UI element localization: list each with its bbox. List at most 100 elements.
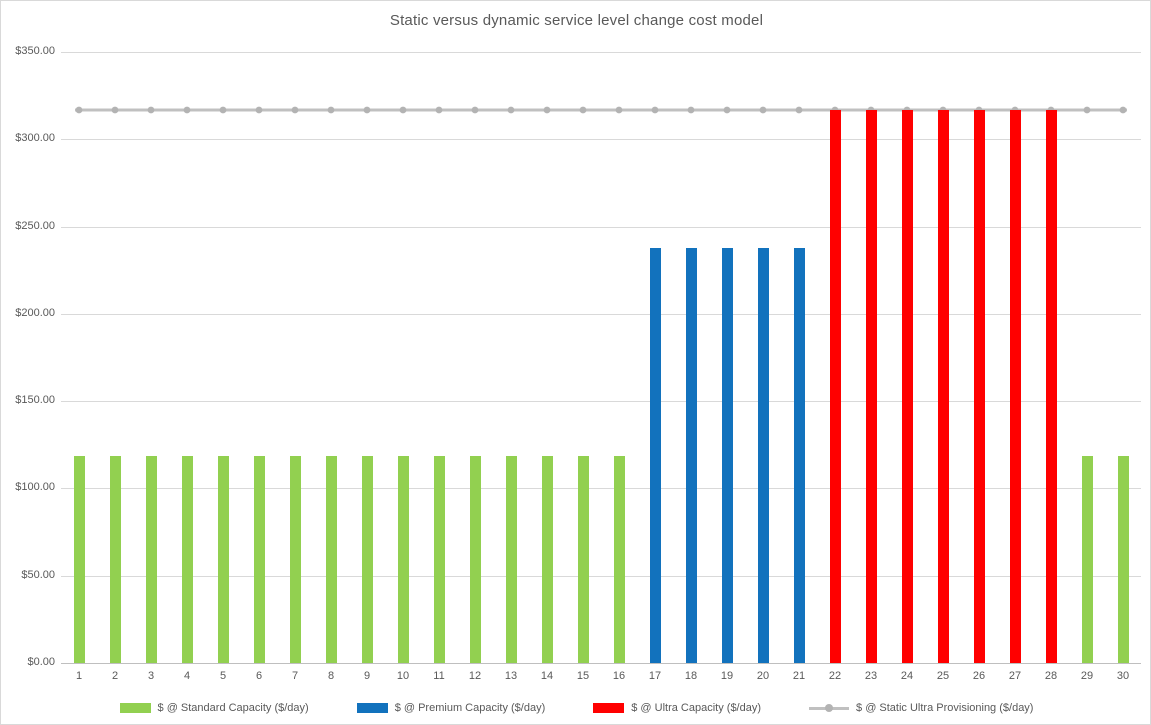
x-tick-label: 3 xyxy=(147,670,155,682)
legend-item-static-ultra-provisioning: $ @ Static Ultra Provisioning ($/day) xyxy=(809,702,1033,714)
y-gridline xyxy=(61,576,1141,577)
y-gridline xyxy=(61,52,1141,53)
static-ultra-provisioning-marker xyxy=(147,106,155,114)
ultra-capacity-bar xyxy=(973,109,985,663)
x-tick-label: 4 xyxy=(183,670,191,682)
standard-capacity-bar xyxy=(217,455,229,663)
x-tick-label: 8 xyxy=(327,670,335,682)
static-ultra-provisioning-marker xyxy=(471,106,479,114)
x-tick-label: 7 xyxy=(291,670,299,682)
x-tick-label: 22 xyxy=(828,670,842,682)
x-tick-label: 28 xyxy=(1044,670,1058,682)
y-tick-label: $0.00 xyxy=(27,656,55,668)
y-gridline xyxy=(61,314,1141,315)
ultra-capacity-bar xyxy=(937,109,949,663)
standard-capacity-bar xyxy=(361,455,373,663)
x-tick-label: 30 xyxy=(1116,670,1130,682)
static-ultra-provisioning-marker xyxy=(795,106,803,114)
ultra-capacity-bar xyxy=(1009,109,1021,663)
legend-item-ultra-capacity: $ @ Ultra Capacity ($/day) xyxy=(593,702,761,714)
x-tick-label: 25 xyxy=(936,670,950,682)
premium-capacity-bar xyxy=(757,248,769,663)
x-tick-label: 26 xyxy=(972,670,986,682)
static-ultra-provisioning-marker xyxy=(435,106,443,114)
standard-capacity-bar xyxy=(469,455,481,663)
static-ultra-provisioning-marker xyxy=(219,106,227,114)
x-tick-label: 27 xyxy=(1008,670,1022,682)
static-ultra-provisioning-marker xyxy=(1119,106,1127,114)
static-ultra-provisioning-marker xyxy=(651,106,659,114)
standard-capacity-bar xyxy=(325,455,337,663)
static-ultra-provisioning-marker xyxy=(291,106,299,114)
x-tick-label: 6 xyxy=(255,670,263,682)
ultra-capacity-bar xyxy=(829,109,841,663)
static-ultra-provisioning-marker xyxy=(579,106,587,114)
x-tick-label: 5 xyxy=(219,670,227,682)
y-gridline xyxy=(61,227,1141,228)
y-tick-label: $350.00 xyxy=(15,45,55,57)
static-ultra-provisioning-marker xyxy=(615,106,623,114)
y-tick-label: $250.00 xyxy=(15,220,55,232)
x-tick-label: 18 xyxy=(684,670,698,682)
x-tick-label: 1 xyxy=(75,670,83,682)
standard-capacity-bar xyxy=(397,455,409,663)
x-tick-label: 16 xyxy=(612,670,626,682)
legend-item-premium-capacity: $ @ Premium Capacity ($/day) xyxy=(356,702,546,714)
static-ultra-provisioning-marker xyxy=(255,106,263,114)
x-tick-label: 9 xyxy=(363,670,371,682)
y-gridline xyxy=(61,401,1141,402)
standard-capacity-bar xyxy=(73,455,85,663)
ultra-capacity-bar xyxy=(865,109,877,663)
legend-label: $ @ Premium Capacity ($/day) xyxy=(394,702,546,714)
x-tick-label: 19 xyxy=(720,670,734,682)
static-ultra-provisioning-marker xyxy=(759,106,767,114)
standard-capacity-bar xyxy=(1117,455,1129,663)
chart-title: Static versus dynamic service level chan… xyxy=(389,12,764,29)
premium-capacity-bar xyxy=(721,248,733,663)
x-tick-label: 2 xyxy=(111,670,119,682)
x-tick-label: 24 xyxy=(900,670,914,682)
standard-capacity-bar xyxy=(613,455,625,663)
y-tick-label: $100.00 xyxy=(15,481,55,493)
ultra-capacity-bar xyxy=(1045,109,1057,663)
legend-swatch-premium-capacity xyxy=(356,703,388,713)
premium-capacity-bar xyxy=(649,248,661,663)
standard-capacity-bar xyxy=(253,455,265,663)
legend-label: $ @ Standard Capacity ($/day) xyxy=(157,702,309,714)
x-tick-label: 11 xyxy=(433,670,445,682)
static-ultra-provisioning-marker xyxy=(1083,106,1091,114)
static-ultra-provisioning-marker xyxy=(327,106,335,114)
x-axis-line xyxy=(61,663,1141,664)
legend-swatch-standard-capacity xyxy=(119,703,151,713)
legend-label: $ @ Static Ultra Provisioning ($/day) xyxy=(856,702,1034,714)
static-ultra-provisioning-marker xyxy=(507,106,515,114)
standard-capacity-bar xyxy=(433,455,445,663)
legend-line-swatch-static-ultra-provisioning xyxy=(809,703,850,713)
x-tick-label: 17 xyxy=(648,670,662,682)
standard-capacity-bar xyxy=(541,455,553,663)
static-ultra-provisioning-marker xyxy=(111,106,119,114)
premium-capacity-bar xyxy=(793,248,805,663)
x-tick-label: 14 xyxy=(540,670,554,682)
premium-capacity-bar xyxy=(685,248,697,663)
static-ultra-provisioning-marker xyxy=(687,106,695,114)
x-tick-label: 15 xyxy=(576,670,590,682)
ultra-capacity-bar xyxy=(901,109,913,663)
x-tick-label: 23 xyxy=(864,670,878,682)
x-tick-label: 29 xyxy=(1080,670,1094,682)
static-ultra-provisioning-marker xyxy=(723,106,731,114)
standard-capacity-bar xyxy=(289,455,301,663)
legend-item-standard-capacity: $ @ Standard Capacity ($/day) xyxy=(119,702,309,714)
x-tick-label: 21 xyxy=(792,670,806,682)
x-tick-label: 10 xyxy=(396,670,410,682)
static-ultra-provisioning-marker xyxy=(183,106,191,114)
y-tick-label: $200.00 xyxy=(15,307,55,319)
y-tick-label: $50.00 xyxy=(21,569,55,581)
y-gridline xyxy=(61,488,1141,489)
standard-capacity-bar xyxy=(109,455,121,663)
legend-swatch-ultra-capacity xyxy=(593,703,625,713)
static-ultra-provisioning-marker xyxy=(399,106,407,114)
static-ultra-provisioning-marker xyxy=(543,106,551,114)
standard-capacity-bar xyxy=(505,455,517,663)
